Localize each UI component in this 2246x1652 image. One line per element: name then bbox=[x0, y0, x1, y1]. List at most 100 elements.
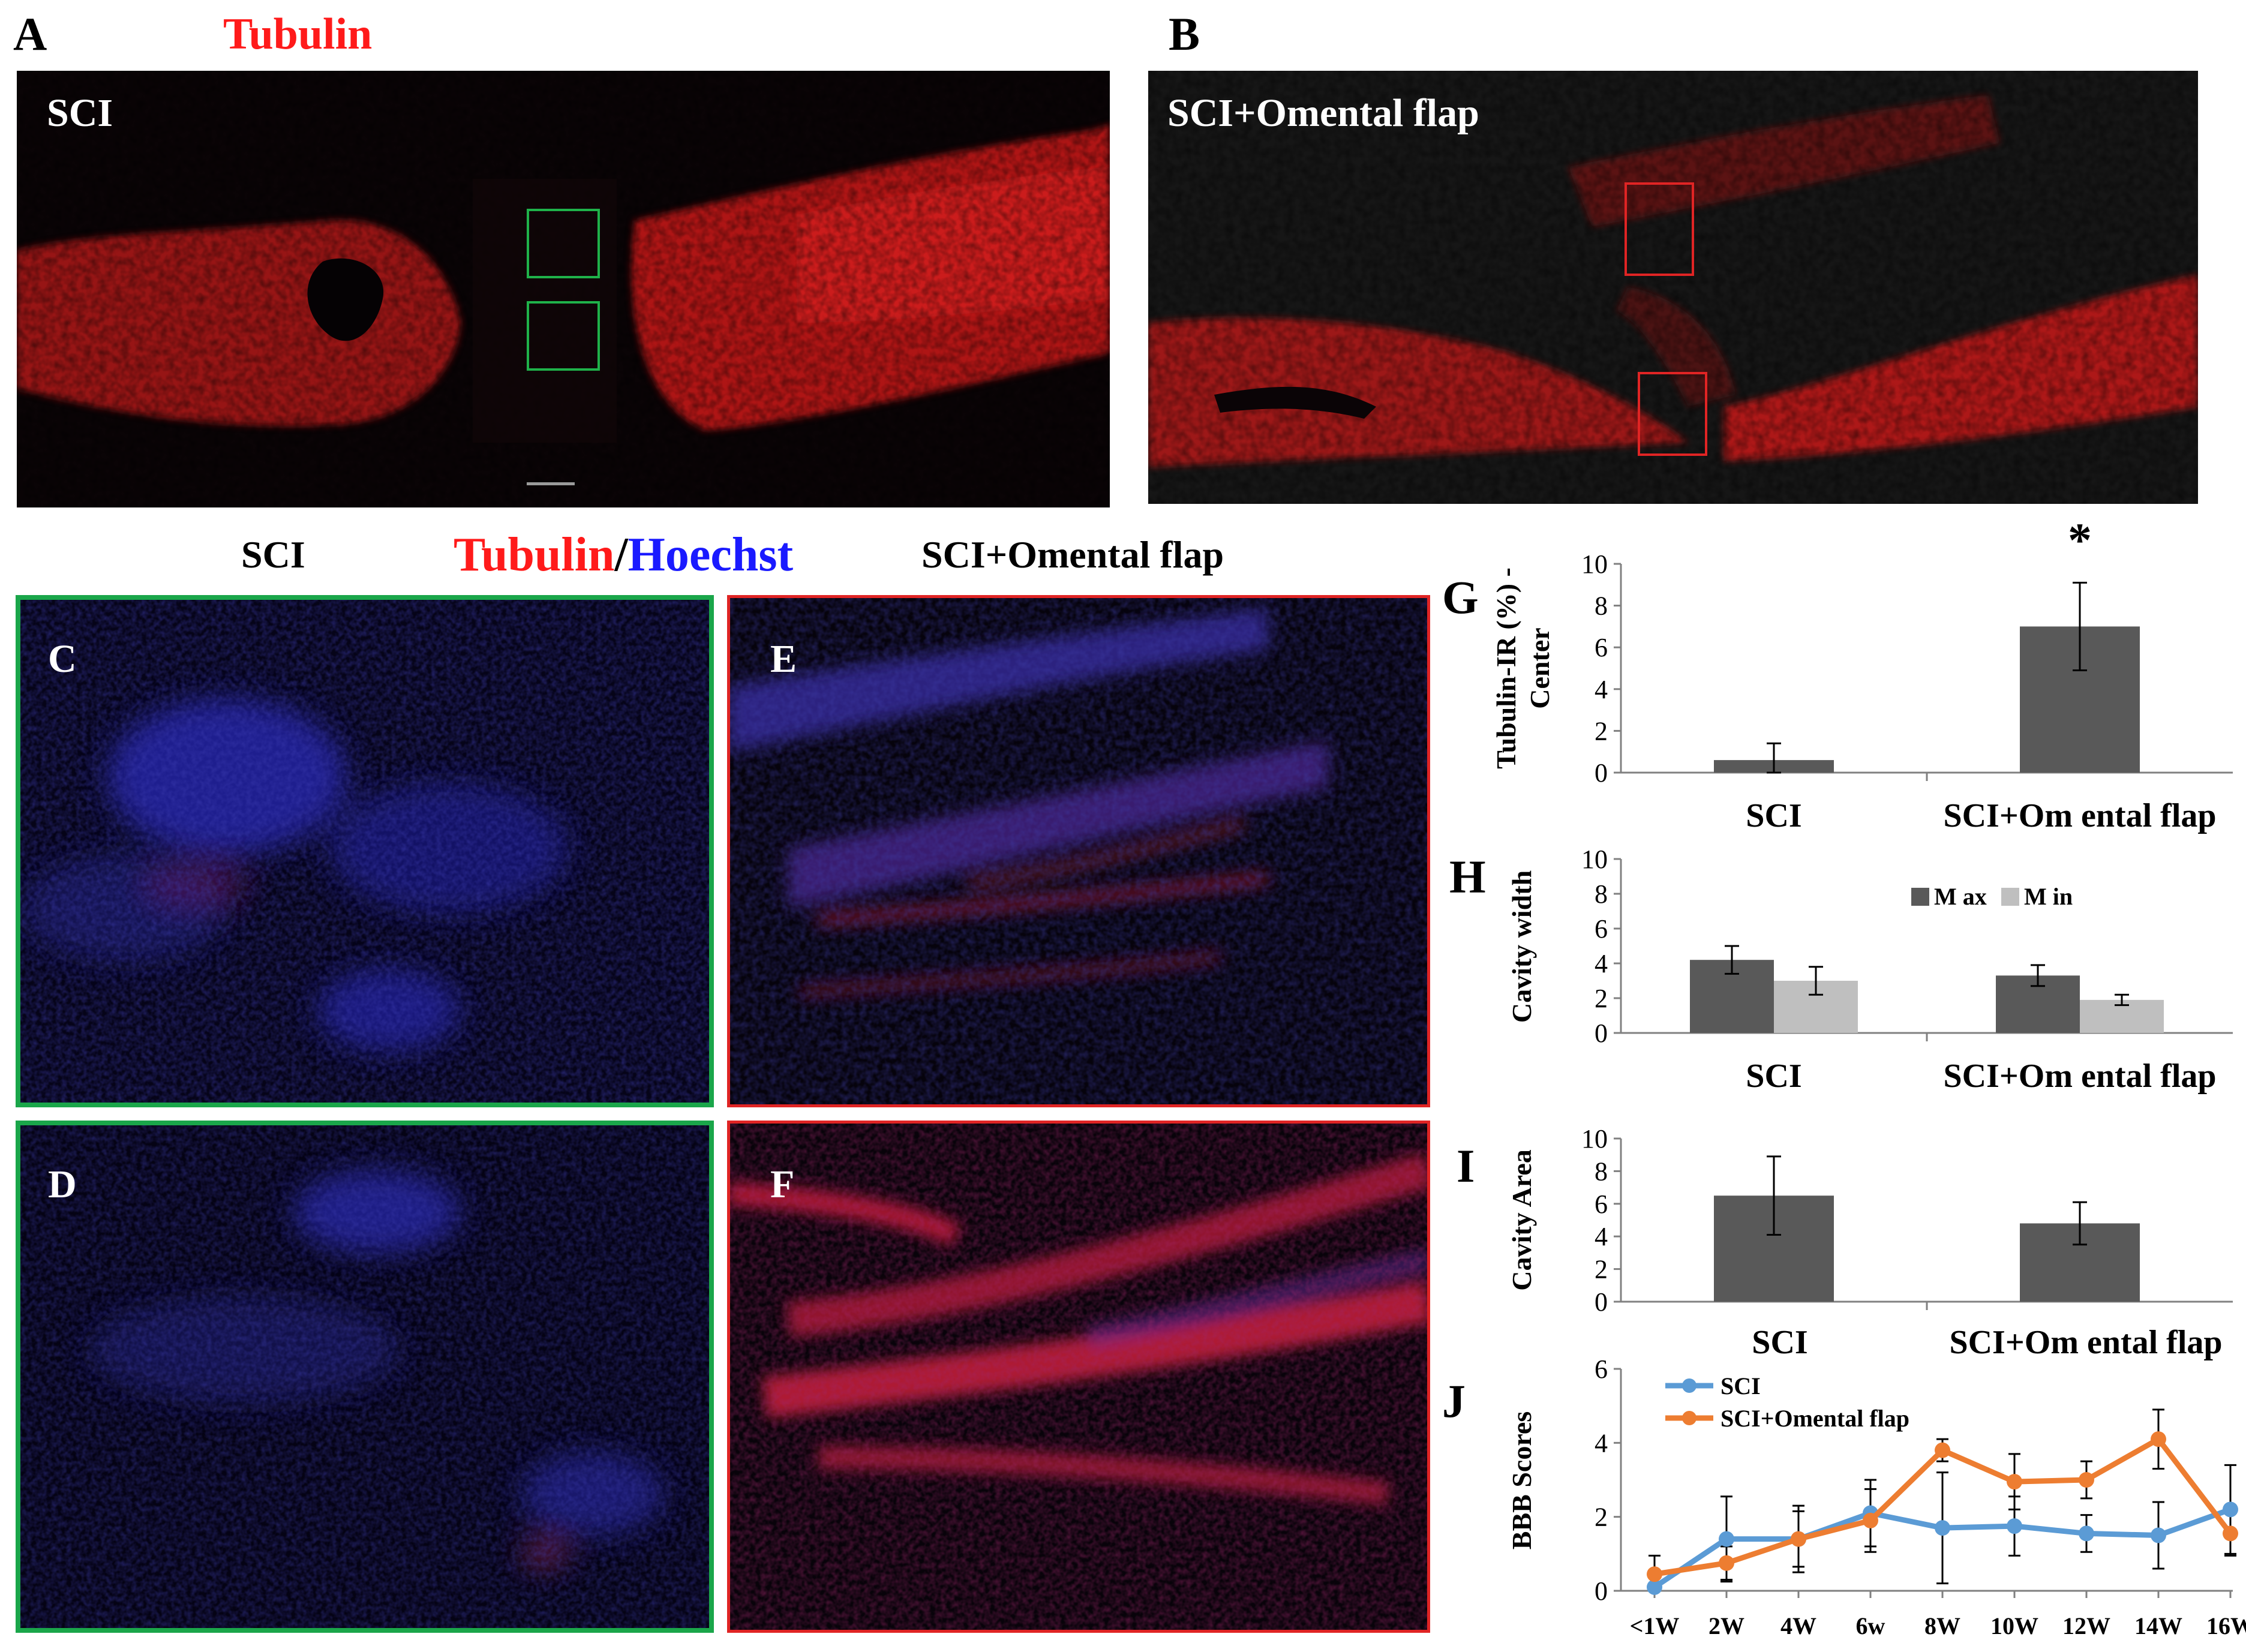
panel-d-tissue-image bbox=[17, 1122, 713, 1632]
y-axis-label-line: Tubulin-IR (%) - bbox=[1491, 567, 1521, 769]
data-point-omental bbox=[1863, 1512, 1878, 1528]
y-tick-label: 10 bbox=[1581, 549, 1608, 579]
stain-legend-slash: / bbox=[614, 528, 628, 581]
data-point-omental bbox=[1935, 1442, 1950, 1458]
x-tick-label: 4W bbox=[1780, 1612, 1816, 1639]
stain-legend-tubulin: Tubulin bbox=[454, 528, 615, 581]
legend-label: M ax bbox=[1934, 883, 1987, 910]
data-point-omental bbox=[2079, 1472, 2094, 1488]
panel-letter-j: J bbox=[1442, 1375, 1466, 1427]
data-point-omental bbox=[1719, 1555, 1734, 1571]
y-axis-label-line: Center bbox=[1524, 627, 1555, 708]
panel-f-tissue-image bbox=[728, 1122, 1429, 1632]
y-tick-label: 4 bbox=[1595, 1428, 1608, 1458]
x-tick-label: 10W bbox=[1990, 1612, 2038, 1639]
panel-e-tissue-image bbox=[728, 596, 1429, 1106]
data-point-omental bbox=[2223, 1525, 2238, 1542]
x-tick-label: 12W bbox=[2062, 1612, 2110, 1639]
panel-a-tissue-image bbox=[17, 71, 1110, 507]
legend-marker bbox=[1682, 1378, 1696, 1393]
panel-b-condition-label: SCI+Omental flap bbox=[1167, 91, 1479, 135]
data-point-omental bbox=[2151, 1431, 2166, 1447]
panel-e-micrograph: E bbox=[728, 596, 1429, 1106]
stain-legend-hoechst: Hoechst bbox=[627, 528, 794, 581]
panel-a-micrograph: SCI bbox=[17, 71, 1110, 507]
panel-e-frame bbox=[727, 595, 1430, 1107]
y-axis-label: Tubulin-IR (%) - Center bbox=[1491, 567, 1555, 769]
data-point-sci bbox=[2151, 1527, 2166, 1543]
y-axis-label-line: Cavity width bbox=[1506, 870, 1537, 1023]
data-point-sci bbox=[2007, 1518, 2022, 1534]
y-tick-label: 6 bbox=[1595, 1354, 1608, 1384]
y-tick-label: 2 bbox=[1595, 1503, 1608, 1532]
significance-marker: * bbox=[2068, 514, 2092, 567]
y-tick-label: 2 bbox=[1595, 1255, 1608, 1284]
category-label: SCI bbox=[1752, 1324, 1807, 1361]
y-tick-label: 10 bbox=[1581, 845, 1608, 874]
column-header-omental: SCI+Omental flap bbox=[921, 533, 1224, 576]
category-label: SCI bbox=[1746, 1058, 1801, 1095]
y-tick-label: 0 bbox=[1595, 1576, 1608, 1606]
panel-a-condition-label: SCI bbox=[47, 91, 113, 135]
x-tick-label: 14W bbox=[2134, 1612, 2182, 1639]
x-tick-label: <1W bbox=[1630, 1612, 1680, 1639]
chart-g: G 0 2 4 6 8 10 Tubulin-IR (%) - Center SCI SCI+Om … bbox=[1442, 514, 2233, 834]
category-label: SCI bbox=[1746, 797, 1801, 834]
data-point-sci bbox=[2223, 1501, 2238, 1518]
x-tick-label: 2W bbox=[1708, 1612, 1744, 1639]
y-axis-label: BBB Scores bbox=[1506, 1411, 1537, 1549]
panel-letter-b: B bbox=[1169, 8, 1200, 60]
panel-b-micrograph: SCI+Omental flap bbox=[1148, 71, 2198, 504]
panel-d-micrograph: D bbox=[17, 1122, 713, 1632]
y-tick-label: 8 bbox=[1595, 1157, 1608, 1186]
panel-c-micrograph: C bbox=[17, 596, 713, 1106]
chart-i: I 0 2 4 6 8 10 Cavity Area SCI SCI+Om ental flap bbox=[1457, 1124, 2233, 1361]
y-tick-label: 8 bbox=[1595, 879, 1608, 909]
y-axis-label-line: BBB Scores bbox=[1506, 1411, 1537, 1549]
y-tick-label: 0 bbox=[1595, 1287, 1608, 1317]
data-point-sci bbox=[1935, 1520, 1950, 1536]
data-point-sci bbox=[2079, 1525, 2094, 1542]
category-label: SCI+Om ental flap bbox=[1949, 1324, 2222, 1361]
category-label: SCI+Om ental flap bbox=[1943, 1058, 2216, 1095]
data-point-omental bbox=[1791, 1531, 1806, 1547]
y-tick-label: 10 bbox=[1581, 1124, 1608, 1154]
category-label: SCI+Om ental flap bbox=[1943, 797, 2216, 834]
y-axis-label: Cavity Area bbox=[1506, 1149, 1537, 1291]
panel-f-frame bbox=[727, 1121, 1430, 1633]
legend-marker bbox=[1682, 1411, 1696, 1425]
panel-letter-d: D bbox=[48, 1163, 77, 1206]
panel-letter-i: I bbox=[1457, 1140, 1475, 1192]
panel-letter-a: A bbox=[13, 8, 47, 60]
panel-b-tissue-image bbox=[1148, 71, 2198, 504]
data-point-sci bbox=[1719, 1531, 1734, 1547]
panel-d-frame bbox=[16, 1121, 714, 1633]
y-tick-label: 2 bbox=[1595, 716, 1608, 746]
y-tick-label: 2 bbox=[1595, 984, 1608, 1013]
y-axis-label-line: Cavity Area bbox=[1506, 1149, 1537, 1291]
y-tick-label: 0 bbox=[1595, 758, 1608, 788]
x-tick-label: 8W bbox=[1924, 1612, 1960, 1639]
panel-a-stain-label: Tubulin bbox=[223, 10, 373, 59]
y-tick-label: 6 bbox=[1595, 914, 1608, 944]
panel-c-tissue-image bbox=[17, 596, 713, 1106]
legend-swatch bbox=[1911, 888, 1929, 906]
y-tick-label: 8 bbox=[1595, 591, 1608, 621]
chart-j: J 0 2 4 6 BBB Scores <1W 2W 4W 6w 8W 10W 12W 14W 16W SC… bbox=[1442, 1354, 2246, 1639]
y-tick-label: 6 bbox=[1595, 633, 1608, 662]
data-point-omental bbox=[1647, 1566, 1662, 1582]
panel-f-micrograph: F bbox=[728, 1122, 1429, 1632]
data-point-omental bbox=[2007, 1474, 2022, 1490]
panel-letter-g: G bbox=[1442, 571, 1479, 623]
panel-letter-e: E bbox=[770, 637, 797, 681]
y-tick-label: 0 bbox=[1595, 1019, 1608, 1048]
stain-legend: Tubulin/Hoechst bbox=[454, 528, 793, 582]
y-tick-label: 4 bbox=[1595, 949, 1608, 978]
y-tick-label: 4 bbox=[1595, 1222, 1608, 1251]
y-tick-label: 4 bbox=[1595, 675, 1608, 704]
column-header-sci: SCI bbox=[241, 533, 305, 576]
panel-c-frame bbox=[16, 595, 714, 1107]
legend-label: SCI+Omental flap bbox=[1720, 1405, 1909, 1432]
